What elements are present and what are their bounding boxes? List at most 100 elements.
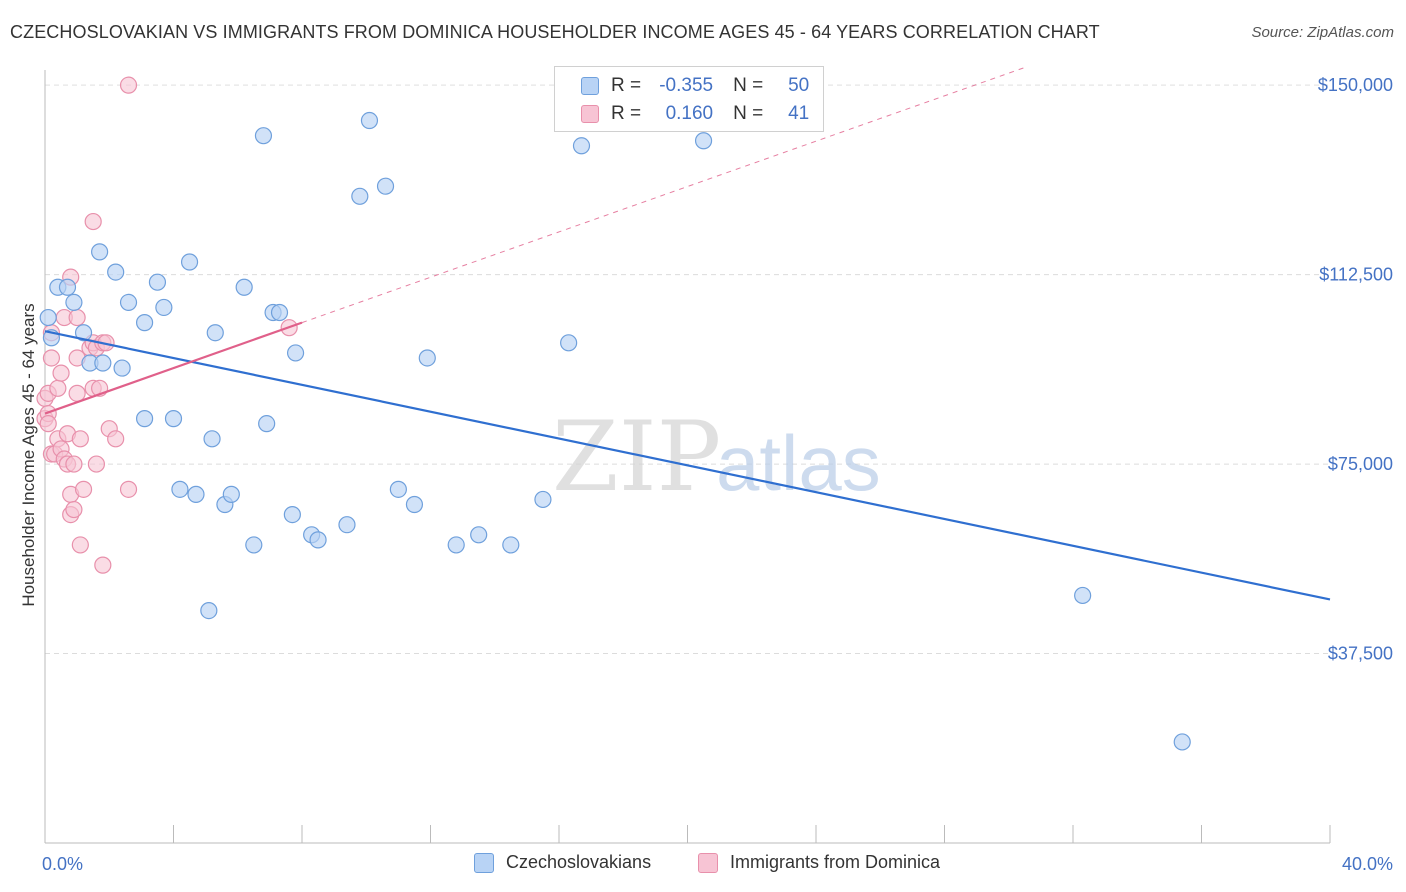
point-czechoslovakian xyxy=(113,359,131,377)
point-czechoslovakian xyxy=(694,132,713,150)
r-label: R = xyxy=(611,75,642,96)
trend-line-dominica-extension xyxy=(301,67,1025,324)
correlation-legend: R = -0.355 N = 50 R = 0.160 N = 41 xyxy=(554,66,824,132)
point-dominica xyxy=(49,379,67,397)
point-czechoslovakian xyxy=(65,293,83,312)
point-czechoslovakian xyxy=(155,298,173,317)
point-dominica xyxy=(94,556,112,574)
point-czechoslovakian xyxy=(119,293,138,312)
point-czechoslovakian xyxy=(376,177,395,195)
point-dominica xyxy=(84,212,102,231)
point-czechoslovakian xyxy=(309,531,327,549)
point-czechoslovakian xyxy=(135,314,154,332)
watermark-atlas: atlas xyxy=(716,419,881,507)
y-tick-label: $37,500 xyxy=(1328,644,1393,664)
x-tick-label: 40.0% xyxy=(1342,854,1393,874)
point-dominica xyxy=(68,384,86,402)
n-value: 50 xyxy=(788,75,810,96)
point-czechoslovakian xyxy=(164,410,183,428)
blue-swatch xyxy=(581,77,599,95)
point-czechoslovakian xyxy=(283,506,301,524)
point-czechoslovakian xyxy=(180,253,199,271)
point-czechoslovakian xyxy=(270,303,289,322)
point-czechoslovakian xyxy=(470,526,488,544)
point-czechoslovakian xyxy=(91,243,109,261)
legend-label: Czechoslovakians xyxy=(506,852,652,872)
y-axis-label: Householder Income Ages 45 - 64 years xyxy=(19,303,38,606)
watermark-zip: ZIP xyxy=(552,401,721,513)
point-dominica xyxy=(68,308,86,327)
trend-line-czechoslovakians xyxy=(44,330,1331,601)
point-czechoslovakian xyxy=(39,308,57,327)
point-czechoslovakian xyxy=(203,430,221,448)
point-czechoslovakian xyxy=(148,273,167,291)
point-dominica xyxy=(71,430,89,448)
point-czechoslovakian xyxy=(560,334,578,352)
trend-line-dominica xyxy=(44,321,303,415)
point-czechoslovakian xyxy=(1074,586,1092,605)
blue-swatch xyxy=(474,852,494,873)
point-dominica xyxy=(87,455,106,473)
y-tick-labels: $37,500 $75,000 $112,500 $150,000 xyxy=(1318,75,1393,663)
n-label: N = xyxy=(733,75,764,96)
source-credit: Source: ZipAtlas.com xyxy=(1251,24,1394,41)
point-dominica xyxy=(107,430,125,448)
legend-row-czechoslovakians: R = -0.355 N = 50 xyxy=(555,72,809,100)
point-czechoslovakian xyxy=(572,137,591,155)
point-czechoslovakian xyxy=(389,480,407,498)
point-dominica xyxy=(65,455,83,473)
point-dominica xyxy=(119,76,138,94)
point-czechoslovakian xyxy=(405,495,424,514)
point-dominica xyxy=(52,364,70,382)
point-czechoslovakian xyxy=(235,278,253,296)
point-dominica xyxy=(65,500,83,519)
y-tick-label: $75,000 xyxy=(1328,454,1393,474)
point-czechoslovakian xyxy=(135,410,154,428)
point-czechoslovakian xyxy=(534,490,552,509)
point-czechoslovakian xyxy=(222,485,240,503)
point-czechoslovakian xyxy=(418,349,436,367)
point-czechoslovakian xyxy=(254,127,273,145)
point-dominica xyxy=(74,480,93,498)
point-dominica xyxy=(39,415,57,433)
point-czechoslovakian xyxy=(187,485,205,503)
point-czechoslovakian xyxy=(206,324,224,342)
n-label: N = xyxy=(733,103,764,124)
y-tick-label: $150,000 xyxy=(1318,75,1393,95)
point-czechoslovakian xyxy=(351,187,369,205)
pink-swatch xyxy=(698,852,718,873)
legend-row-dominica: R = 0.160 N = 41 xyxy=(555,100,809,128)
series-legend: Czechoslovakians Immigrants from Dominic… xyxy=(0,852,1406,878)
point-czechoslovakian xyxy=(94,354,112,372)
point-dominica xyxy=(71,536,89,554)
point-czechoslovakian xyxy=(360,111,379,130)
r-value: 0.160 xyxy=(665,103,714,124)
legend-label: Immigrants from Dominica xyxy=(730,852,941,872)
point-czechoslovakian xyxy=(502,536,520,554)
legend-item-czechoslovakians: Czechoslovakians xyxy=(474,852,651,873)
point-czechoslovakian xyxy=(58,278,77,296)
watermark: ZIP atlas xyxy=(552,401,881,513)
point-czechoslovakian xyxy=(286,344,305,362)
point-czechoslovakian xyxy=(74,324,93,342)
r-label: R = xyxy=(611,103,642,124)
trend-lines xyxy=(301,67,1025,324)
point-dominica xyxy=(119,480,138,498)
y-tick-label: $112,500 xyxy=(1319,265,1393,285)
x-tick-label: 0.0% xyxy=(42,854,83,874)
legend-item-dominica: Immigrants from Dominica xyxy=(698,852,940,873)
point-czechoslovakian xyxy=(447,536,465,554)
point-czechoslovakian xyxy=(171,480,189,498)
r-value: -0.355 xyxy=(659,75,714,96)
point-czechoslovakian xyxy=(338,516,356,534)
point-czechoslovakian xyxy=(200,601,218,620)
point-dominica xyxy=(42,349,61,367)
point-czechoslovakian xyxy=(245,536,263,554)
chart-title: CZECHOSLOVAKIAN VS IMMIGRANTS FROM DOMIN… xyxy=(10,22,1100,42)
x-tick-labels: 0.0% 40.0% xyxy=(42,854,1393,874)
point-czechoslovakian xyxy=(107,263,125,281)
data-points xyxy=(36,76,1331,751)
pink-swatch xyxy=(581,105,599,123)
gridlines xyxy=(45,84,1330,655)
